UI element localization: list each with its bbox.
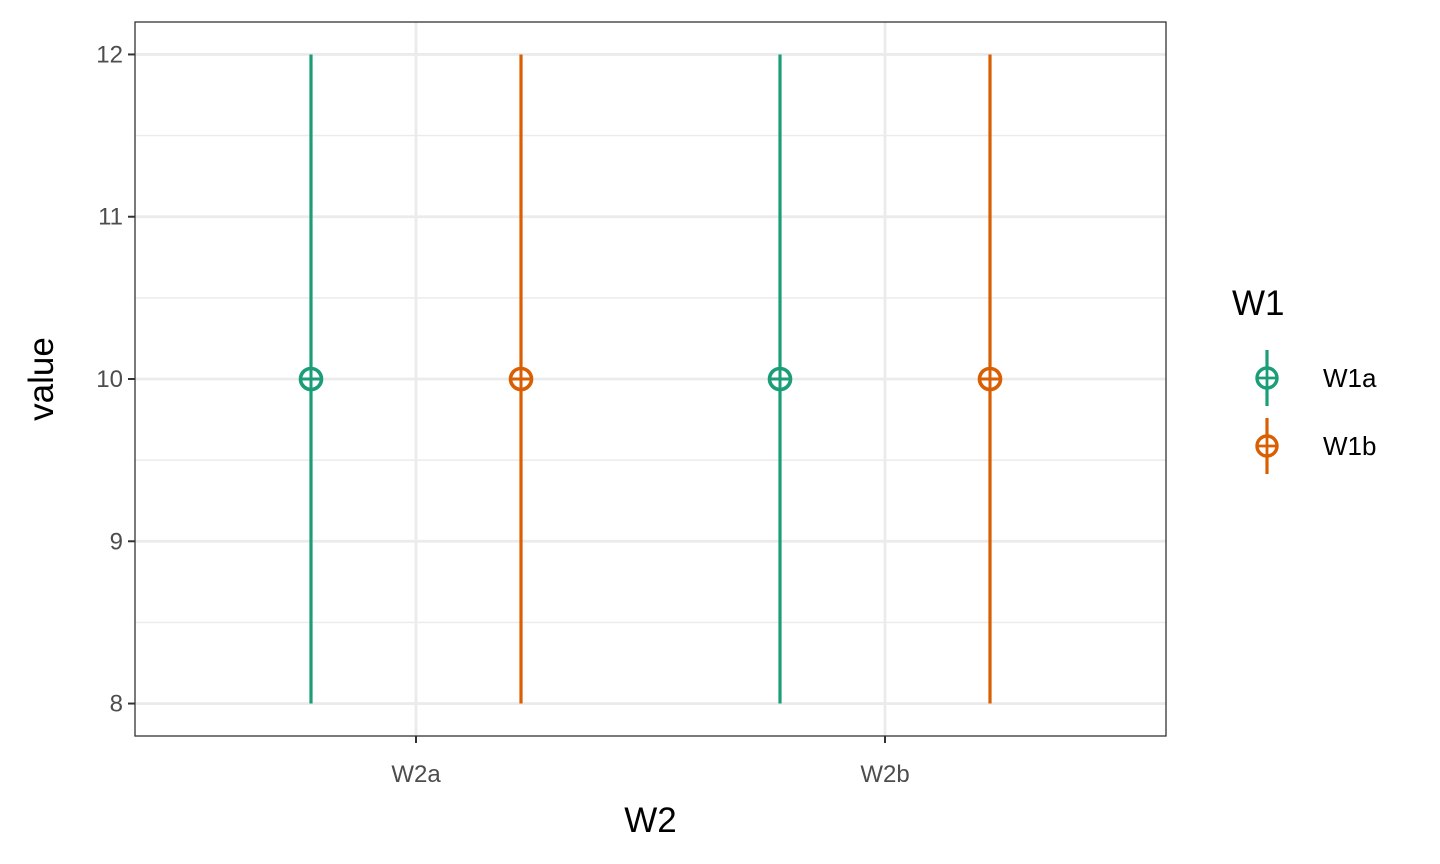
legend-title: W1 <box>1232 284 1285 323</box>
y-tick-label: 10 <box>96 366 123 393</box>
point-W1a <box>767 366 793 392</box>
y-tick-label: 11 <box>98 204 123 231</box>
y-tick-label: 9 <box>110 528 123 555</box>
legend: W1 W1a W1b <box>1232 284 1377 474</box>
legend-item-W1a: W1a <box>1255 350 1377 406</box>
axis-tick-labels: 8 9 10 11 12 W2a W2b <box>96 41 909 788</box>
legend-label-W1a: W1a <box>1323 363 1377 393</box>
x-tick-label: W2b <box>860 761 909 788</box>
y-axis-title: value <box>22 337 61 421</box>
legend-label-W1b: W1b <box>1323 431 1376 461</box>
y-tick-label: 8 <box>110 691 123 718</box>
grid-minor <box>135 134 1166 624</box>
legend-item-W1b: W1b <box>1255 418 1376 474</box>
x-axis-title: W2 <box>624 801 677 840</box>
x-tick-label: W2a <box>391 761 441 788</box>
point-W1b <box>508 366 534 392</box>
data-marks <box>298 54 1003 704</box>
point-W1a <box>298 366 324 392</box>
y-tick-label: 12 <box>96 41 123 68</box>
axis-ticks <box>128 53 886 743</box>
point-W1b <box>977 366 1003 392</box>
